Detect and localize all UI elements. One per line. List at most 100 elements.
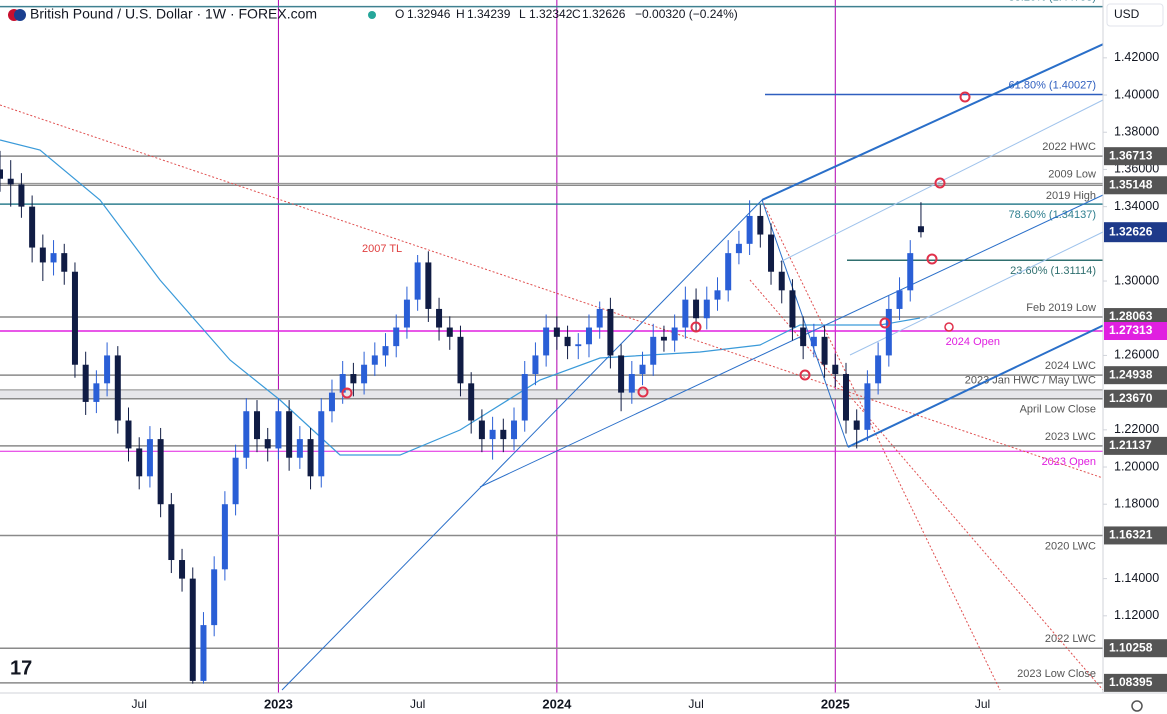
level-label: 2023 Jan HWC / May LWC xyxy=(965,375,1096,387)
pivot-marker xyxy=(944,322,954,332)
x-tick-label: Jul xyxy=(410,697,425,711)
channel-upper xyxy=(761,14,1167,201)
change: −0.00320 (−0.24%) xyxy=(635,7,738,21)
settings-button[interactable] xyxy=(1131,700,1143,712)
candle-body xyxy=(425,262,432,309)
y-tick-label: 1.42000 xyxy=(1114,50,1159,64)
candle-body xyxy=(157,439,164,505)
candle-body xyxy=(468,383,475,421)
candle-body xyxy=(382,346,389,356)
candle-body xyxy=(682,299,689,328)
candle-body xyxy=(596,308,603,328)
candle-body xyxy=(532,355,539,375)
y-tick-label: 1.26000 xyxy=(1114,348,1159,362)
candle-body xyxy=(875,355,882,384)
candle-body xyxy=(39,247,46,263)
x-tick-label: 2025 xyxy=(821,696,850,711)
candle-body xyxy=(800,327,807,347)
candle-body xyxy=(286,411,293,458)
candle-body xyxy=(489,429,496,440)
candle-body xyxy=(71,271,78,365)
channel-quarter xyxy=(779,99,1104,263)
level-label: Feb 2019 Low xyxy=(1026,302,1096,314)
candle-body xyxy=(146,439,153,477)
currency-button[interactable] xyxy=(1106,3,1164,27)
pivot-marker xyxy=(879,317,891,329)
candle-body xyxy=(757,215,764,235)
currency[interactable]: USD xyxy=(1114,7,1140,21)
candle-body xyxy=(639,364,646,375)
pivot-marker xyxy=(959,91,971,103)
candle-body xyxy=(104,355,111,384)
candle-body xyxy=(29,206,36,248)
level-label: 78.60% (1.34137) xyxy=(1009,209,1096,221)
candle-body xyxy=(789,290,796,328)
price-tag xyxy=(1104,147,1167,166)
price-tag-label: 1.10258 xyxy=(1109,640,1153,654)
candle-body xyxy=(371,355,378,365)
drawings-over xyxy=(341,91,971,399)
candle-body xyxy=(93,383,100,402)
candle-body xyxy=(436,308,443,328)
legend: British Pound / U.S. Dollar · 1W · FOREX… xyxy=(8,6,738,22)
candle-body xyxy=(264,439,271,449)
candle-body xyxy=(660,336,667,341)
candle-body xyxy=(125,420,132,449)
price-tag xyxy=(1104,436,1167,455)
trendline xyxy=(761,199,849,448)
price-tag-label: 1.21137 xyxy=(1109,438,1152,452)
x-tick-label: 2023 xyxy=(264,696,293,711)
channel-median xyxy=(479,194,1104,488)
candle-body xyxy=(393,327,400,347)
candle-body xyxy=(885,308,892,356)
x-tick-label: Jul xyxy=(975,697,990,711)
y-tick-label: 1.18000 xyxy=(1114,497,1159,511)
candle-body xyxy=(189,578,196,681)
candle-body xyxy=(275,411,282,449)
level-label: 38.20% (1.44753) xyxy=(1009,0,1096,4)
candle-body xyxy=(82,364,89,402)
candle-body xyxy=(821,336,828,365)
symbol-title: British Pound / U.S. Dollar · 1W · FOREX… xyxy=(30,6,317,22)
candle-body xyxy=(725,253,732,291)
price-tag-label: 1.28063 xyxy=(1109,309,1153,323)
level-label: 2022 LWC xyxy=(1045,633,1096,645)
level-label: 2023 LWC xyxy=(1045,431,1096,443)
level-label: 2009 Low xyxy=(1048,168,1096,180)
candle-body xyxy=(328,392,335,412)
candle-body xyxy=(735,243,742,254)
level-label: 2022 HWC xyxy=(1042,141,1096,153)
price-tag-label: 1.08395 xyxy=(1109,675,1153,689)
ohlc-letter: L xyxy=(519,7,526,21)
price-tag-label: 1.16321 xyxy=(1109,528,1153,542)
candle-body xyxy=(543,327,550,356)
moving-average xyxy=(0,139,921,456)
candle-body xyxy=(607,308,614,356)
y-tick-label: 1.20000 xyxy=(1114,459,1159,473)
candle-body xyxy=(618,355,625,393)
drawings-under: 38.20% (1.44753) 61.80% (1.40027) 2022 HWC… xyxy=(0,0,1103,693)
candle-body xyxy=(478,420,485,440)
candle-body xyxy=(714,290,721,300)
candle-body xyxy=(254,411,261,440)
candle-body xyxy=(232,457,239,505)
candle-body xyxy=(778,271,785,291)
price-tag xyxy=(1104,389,1167,408)
pivot-markers xyxy=(341,91,971,399)
price-tag xyxy=(1104,639,1167,658)
level-zone xyxy=(0,389,1103,399)
candle-body xyxy=(243,411,250,458)
candle-body xyxy=(693,299,700,319)
candle-body xyxy=(585,327,592,345)
candle-body xyxy=(0,169,3,179)
candle-body xyxy=(746,215,753,244)
status-dot xyxy=(368,11,376,19)
y-tick-label: 1.30000 xyxy=(1114,273,1159,287)
candle-body xyxy=(521,374,528,421)
pivot-marker xyxy=(637,386,649,398)
y-tick-label: 1.12000 xyxy=(1114,608,1159,622)
level-label: 2023 Open xyxy=(1042,456,1096,468)
candle-body xyxy=(768,234,775,272)
candle-body xyxy=(832,364,839,375)
